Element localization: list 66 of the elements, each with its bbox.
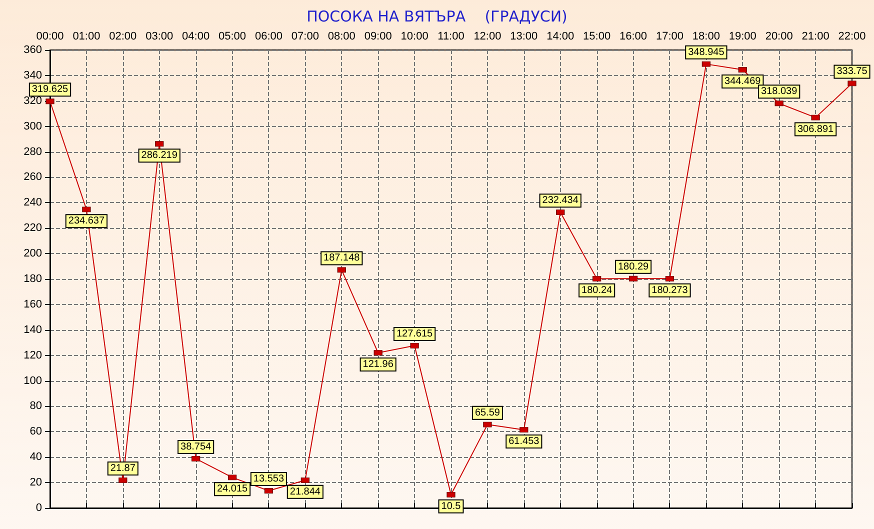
x-tick-label: 03:00 (146, 30, 174, 42)
data-label: 344.469 (724, 76, 762, 87)
x-tick-label: 21:00 (802, 30, 830, 42)
x-tick-label: 01:00 (72, 30, 100, 42)
data-label: 65.59 (474, 407, 500, 418)
x-tick-label: 10:00 (400, 30, 428, 42)
data-label: 21.87 (110, 462, 136, 474)
data-label: 333.75 (836, 66, 868, 78)
y-tick-label: 200 (24, 248, 42, 260)
x-tick-label: 18:00 (692, 30, 720, 42)
data-label: 319.625 (32, 84, 69, 96)
x-tick-label: 16:00 (620, 30, 648, 42)
x-tick-label: 13:00 (510, 30, 538, 42)
y-tick-label: 280 (24, 146, 42, 158)
x-tick-label: 04:00 (182, 30, 210, 42)
y-tick-label: 300 (24, 120, 42, 132)
x-tick-label: 02:00 (109, 30, 137, 42)
data-label: 348.945 (688, 46, 725, 58)
data-label: 121.96 (362, 359, 394, 370)
chart-title: ПОСОКА НА ВЯТЪРА (ГРАДУСИ) (306, 8, 568, 26)
x-tick-label: 15:00 (583, 30, 611, 42)
y-tick-label: 80 (30, 400, 42, 412)
y-tick-label: 340 (24, 69, 42, 82)
x-tick-label: 14:00 (546, 30, 574, 42)
x-tick-label: 17:00 (656, 30, 684, 42)
x-tick-label: 06:00 (254, 30, 282, 42)
data-label: 306.891 (797, 124, 834, 135)
data-label: 286.219 (141, 150, 178, 162)
data-label: 10.5 (441, 500, 462, 512)
y-tick-label: 220 (24, 222, 42, 234)
data-label: 187.148 (324, 252, 360, 264)
y-tick-label: 0 (36, 502, 42, 514)
y-tick-label: 60 (30, 426, 42, 438)
data-label: 234.637 (68, 216, 105, 227)
data-label: 180.29 (618, 261, 649, 272)
y-tick-label: 100 (24, 374, 42, 387)
data-label: 127.615 (396, 328, 434, 340)
x-tick-label: 11:00 (438, 30, 464, 42)
data-label: 318.039 (761, 86, 798, 98)
y-tick-label: 320 (24, 94, 42, 107)
x-tick-label: 05:00 (218, 30, 246, 42)
x-tick-label: 19:00 (728, 30, 756, 42)
y-tick-label: 260 (24, 171, 42, 184)
x-tick-label: 22:00 (838, 30, 866, 42)
y-tick-label: 240 (24, 196, 42, 209)
x-tick-label: 09:00 (364, 30, 392, 42)
y-tick-label: 360 (24, 44, 42, 56)
x-tick-label: 20:00 (765, 30, 793, 42)
x-tick-label: 12:00 (474, 30, 502, 42)
x-tick-label: 08:00 (328, 30, 356, 42)
data-label: 24.015 (216, 484, 248, 495)
y-tick-label: 160 (24, 298, 42, 310)
y-tick-label: 140 (24, 324, 42, 336)
data-label: 232.434 (542, 195, 579, 206)
y-tick-label: 40 (30, 451, 42, 464)
data-label: 38.754 (180, 442, 212, 452)
y-tick-label: 20 (30, 476, 42, 489)
data-label: 21.844 (290, 486, 321, 498)
data-label: 61.453 (508, 436, 540, 448)
x-tick-label: 07:00 (291, 30, 319, 42)
data-label: 13.553 (253, 474, 284, 485)
x-tick-label: 00:00 (36, 30, 64, 42)
y-tick-label: 180 (24, 273, 42, 285)
y-tick-label: 120 (24, 349, 42, 362)
data-label: 180.273 (652, 284, 688, 296)
data-label: 180.24 (582, 284, 613, 296)
